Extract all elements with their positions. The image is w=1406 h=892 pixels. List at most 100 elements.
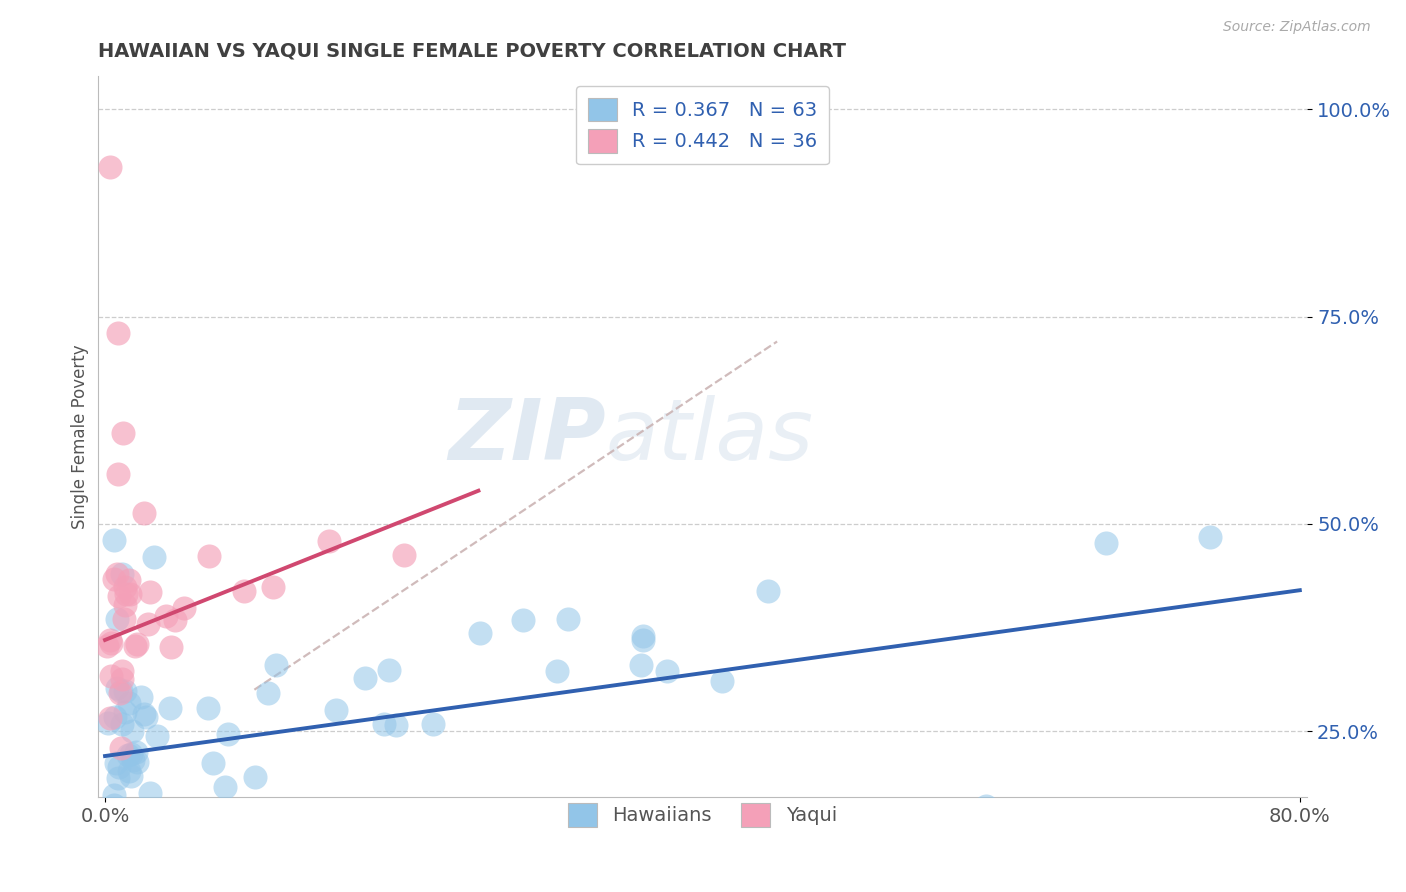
Point [108, 760, 131, 774]
Point [110, 740, 132, 755]
Point [98, 632, 121, 647]
Point [104, 710, 127, 724]
Point [103, 533, 125, 548]
Point [115, 587, 138, 601]
Point [385, 718, 408, 732]
Point [655, 664, 678, 678]
Point [378, 664, 401, 678]
Point [173, 601, 195, 615]
Text: atlas: atlas [606, 395, 814, 478]
Point [143, 814, 166, 829]
Point [124, 640, 146, 654]
Point [512, 613, 534, 627]
Point [139, 585, 162, 599]
Point [103, 788, 125, 802]
Point [98, 711, 121, 725]
Point [470, 626, 492, 640]
Point [100, 669, 122, 683]
Point [159, 700, 181, 714]
Point [105, 681, 128, 695]
Point [631, 633, 654, 648]
Point [121, 753, 143, 767]
Point [117, 747, 139, 762]
Point [217, 727, 239, 741]
Legend: Hawaiians, Yaqui: Hawaiians, Yaqui [560, 796, 845, 835]
Point [257, 686, 280, 700]
Point [160, 640, 183, 654]
Point [202, 756, 225, 770]
Point [630, 658, 652, 673]
Point [197, 701, 219, 715]
Point [422, 716, 444, 731]
Point [796, 807, 818, 822]
Point [103, 572, 125, 586]
Point [120, 769, 142, 783]
Point [125, 755, 148, 769]
Point [98, 161, 121, 175]
Point [112, 425, 135, 440]
Point [107, 467, 129, 482]
Point [135, 710, 157, 724]
Point [633, 629, 655, 643]
Point [121, 723, 143, 738]
Point [132, 707, 155, 722]
Point [114, 599, 136, 613]
Point [107, 612, 129, 626]
Point [97, 716, 120, 731]
Point [232, 583, 254, 598]
Point [111, 672, 134, 686]
Text: ZIP: ZIP [449, 395, 606, 478]
Point [285, 823, 308, 838]
Point [1094, 536, 1116, 550]
Point [139, 786, 162, 800]
Point [142, 549, 165, 564]
Point [104, 756, 127, 771]
Point [546, 664, 568, 678]
Point [120, 586, 142, 600]
Point [318, 533, 340, 548]
Point [129, 823, 152, 838]
Point [198, 549, 221, 563]
Point [710, 674, 733, 689]
Point [373, 717, 395, 731]
Point [146, 730, 169, 744]
Text: HAWAIIAN VS YAQUI SINGLE FEMALE POVERTY CORRELATION CHART: HAWAIIAN VS YAQUI SINGLE FEMALE POVERTY … [97, 42, 845, 61]
Point [557, 612, 579, 626]
Point [870, 823, 893, 838]
Point [117, 764, 139, 778]
Point [129, 690, 152, 705]
Point [114, 683, 136, 698]
Point [756, 583, 779, 598]
Point [214, 780, 236, 795]
Point [155, 609, 177, 624]
Point [96, 808, 118, 822]
Point [118, 696, 141, 710]
Point [114, 580, 136, 594]
Point [392, 549, 415, 563]
Point [136, 617, 159, 632]
Point [107, 771, 129, 785]
Point [107, 326, 129, 341]
Point [354, 672, 377, 686]
Point [100, 636, 122, 650]
Point [264, 657, 287, 672]
Point [111, 664, 134, 678]
Point [262, 580, 284, 594]
Point [163, 613, 186, 627]
Point [112, 612, 135, 626]
Point [108, 589, 131, 603]
Point [1199, 531, 1222, 545]
Point [974, 798, 997, 813]
Point [325, 703, 347, 717]
Point [110, 684, 132, 698]
Text: Source: ZipAtlas.com: Source: ZipAtlas.com [1223, 20, 1371, 34]
Point [132, 506, 155, 520]
Point [111, 566, 134, 581]
Point [118, 573, 141, 587]
Y-axis label: Single Female Poverty: Single Female Poverty [72, 344, 89, 529]
Point [124, 746, 146, 760]
Point [103, 798, 125, 813]
Point [120, 747, 142, 761]
Point [105, 567, 128, 582]
Point [111, 717, 134, 731]
